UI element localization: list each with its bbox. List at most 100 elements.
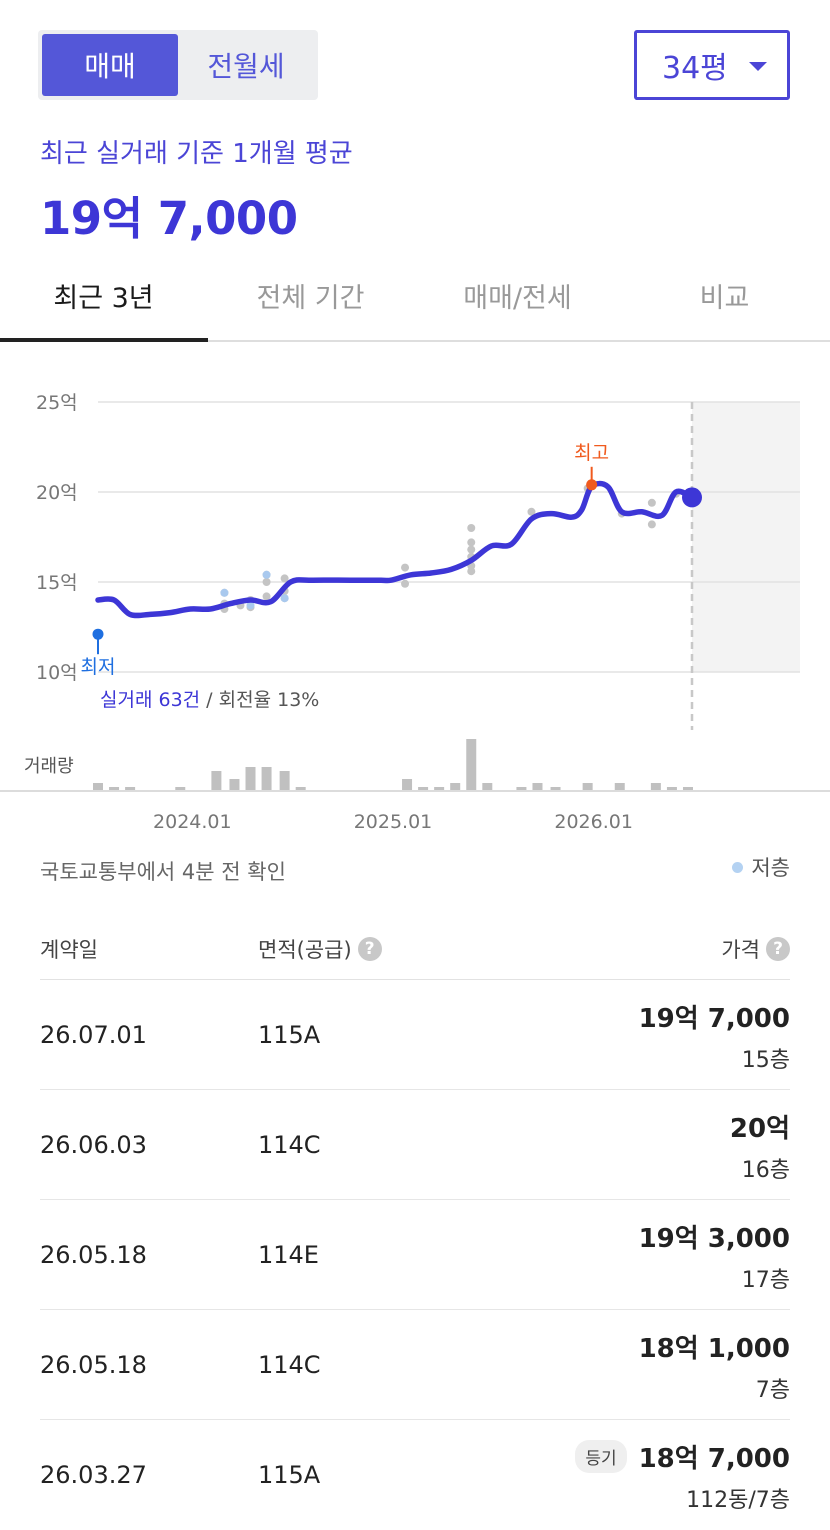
low-floor-dot-icon — [732, 861, 744, 873]
low-floor-trade-point — [280, 594, 289, 603]
trade-point — [467, 545, 476, 554]
future-region — [692, 402, 800, 672]
row-date: 26.05.18 — [40, 1241, 147, 1269]
average-price-line — [95, 480, 695, 619]
row-floor: 16층 — [741, 1158, 790, 1183]
volume-bar — [650, 783, 661, 791]
header-date: 계약일 — [40, 934, 98, 964]
x-tick-label: 2026.01 — [554, 811, 633, 833]
volume-label: 거래량 — [24, 756, 74, 777]
volume-bar — [261, 767, 272, 791]
table-row[interactable]: 26.05.18 114E 19억 3,000 17층 — [40, 1200, 790, 1310]
row-price-value: 19억 7,000 — [638, 1004, 790, 1034]
row-floor: 17층 — [741, 1268, 790, 1293]
trade-point — [467, 538, 476, 547]
row-date: 26.06.03 — [40, 1131, 147, 1159]
volume-bar — [466, 739, 477, 791]
volume-bar — [450, 783, 461, 791]
trade-table: 계약일 면적(공급) ? 가격 ? 26.07.01 115A 19억 7,00… — [40, 912, 790, 1530]
row-area: 115A — [258, 1461, 321, 1489]
volume-bar — [418, 787, 429, 791]
help-icon[interactable]: ? — [766, 937, 790, 961]
active-tab-indicator — [0, 338, 208, 342]
header-area-label: 면적(공급) — [258, 938, 352, 962]
sale-tab-button[interactable]: 매매 — [42, 34, 178, 96]
row-price: 19억 3,000 — [639, 1218, 790, 1255]
low-floor-trade-point — [246, 601, 255, 610]
y-tick-label: 20억 — [36, 482, 78, 504]
volume-bar — [402, 779, 413, 791]
current-price-point — [682, 487, 702, 508]
row-price: 18억 1,000 — [639, 1328, 790, 1365]
help-icon[interactable]: ? — [357, 937, 382, 961]
period-tabs: 최근 3년 전체 기간 매매/전세 비교 — [0, 250, 830, 342]
row-area: 114C — [258, 1351, 321, 1379]
volume-bar — [279, 771, 290, 791]
volume-bar — [245, 767, 256, 791]
turnover-rate: / 회전율 13% — [200, 689, 319, 711]
low-marker-label: 최저 — [81, 656, 116, 678]
source-text: 국토교통부에서 4분 전 확인 — [40, 860, 286, 884]
volume-bar — [211, 771, 222, 791]
trade-point — [527, 507, 536, 516]
legend-low-floor-label: 저층 — [751, 856, 790, 880]
row-price: 20억 — [730, 1108, 790, 1145]
x-tick-label: 2025.01 — [354, 811, 433, 833]
volume-bar — [666, 787, 677, 791]
volume-bar — [93, 783, 103, 791]
tab-sale-jeonse[interactable]: 매매/전세 — [463, 282, 572, 314]
x-tick-label: 2024.01 — [153, 811, 232, 833]
trade-point — [467, 524, 476, 532]
row-price-value: 18억 1,000 — [638, 1334, 790, 1364]
high-marker-point — [586, 479, 598, 491]
table-header: 계약일 면적(공급) ? 가격 ? — [40, 912, 790, 980]
y-tick-label: 25억 — [36, 392, 78, 414]
volume-bar — [175, 787, 186, 791]
volume-bar — [550, 787, 561, 791]
trade-point — [647, 520, 656, 529]
volume-bar — [582, 783, 593, 791]
row-price-value: 20억 — [729, 1114, 790, 1144]
row-price-value: 19억 3,000 — [638, 1224, 790, 1254]
row-floor: 7층 — [755, 1378, 790, 1403]
legend-low-floor: 저층 — [732, 852, 790, 882]
rent-tab-button[interactable]: 전월세 — [207, 50, 285, 83]
low-floor-trade-point — [262, 570, 271, 579]
header-price: 가격 ? — [721, 934, 790, 964]
tab-recent-3y[interactable]: 최근 3년 — [53, 282, 154, 314]
row-price: 등기 18억 7,000 — [575, 1438, 790, 1475]
y-tick-label: 15억 — [36, 572, 78, 594]
low-marker-point — [92, 628, 104, 640]
table-row[interactable]: 26.07.01 115A 19억 7,000 15층 — [40, 980, 790, 1090]
row-area: 114C — [258, 1131, 321, 1159]
high-marker-label: 최고 — [574, 442, 609, 464]
average-price-value: 19억 7,000 — [40, 192, 298, 245]
trade-point — [280, 574, 289, 583]
pyeong-select[interactable]: 34평 — [634, 30, 790, 100]
price-chart: 25억 20억 15억 10억 최고 최저 실거래 63건 / 회전율 13% 거래량 2024… — [0, 380, 830, 840]
pyeong-select-value: 34평 — [662, 51, 728, 86]
volume-bar — [482, 783, 493, 791]
row-floor: 15층 — [741, 1048, 790, 1073]
tab-all-period[interactable]: 전체 기간 — [256, 282, 365, 314]
row-price: 19억 7,000 — [639, 998, 790, 1035]
table-row[interactable]: 26.05.18 114C 18억 1,000 7층 — [40, 1310, 790, 1420]
volume-bar — [109, 787, 120, 791]
deal-type-toggle: 매매 전월세 — [38, 30, 318, 100]
row-date: 26.07.01 — [40, 1021, 147, 1049]
trade-point — [262, 592, 271, 601]
tab-compare[interactable]: 비교 — [699, 282, 750, 314]
row-date: 26.05.18 — [40, 1351, 147, 1379]
header-area: 면적(공급) ? — [258, 934, 382, 964]
volume-bar — [532, 783, 543, 791]
volume-bar — [229, 779, 240, 791]
table-row[interactable]: 26.06.03 114C 20억 16층 — [40, 1090, 790, 1200]
volume-bar — [434, 787, 445, 791]
volume-bar — [516, 787, 527, 791]
y-tick-label: 10억 — [36, 662, 78, 684]
volume-bar — [614, 783, 625, 791]
row-area: 114E — [258, 1241, 319, 1269]
volume-bar — [125, 787, 136, 791]
table-row[interactable]: 26.03.27 115A 등기 18억 7,000 112동/7층 — [40, 1420, 790, 1530]
